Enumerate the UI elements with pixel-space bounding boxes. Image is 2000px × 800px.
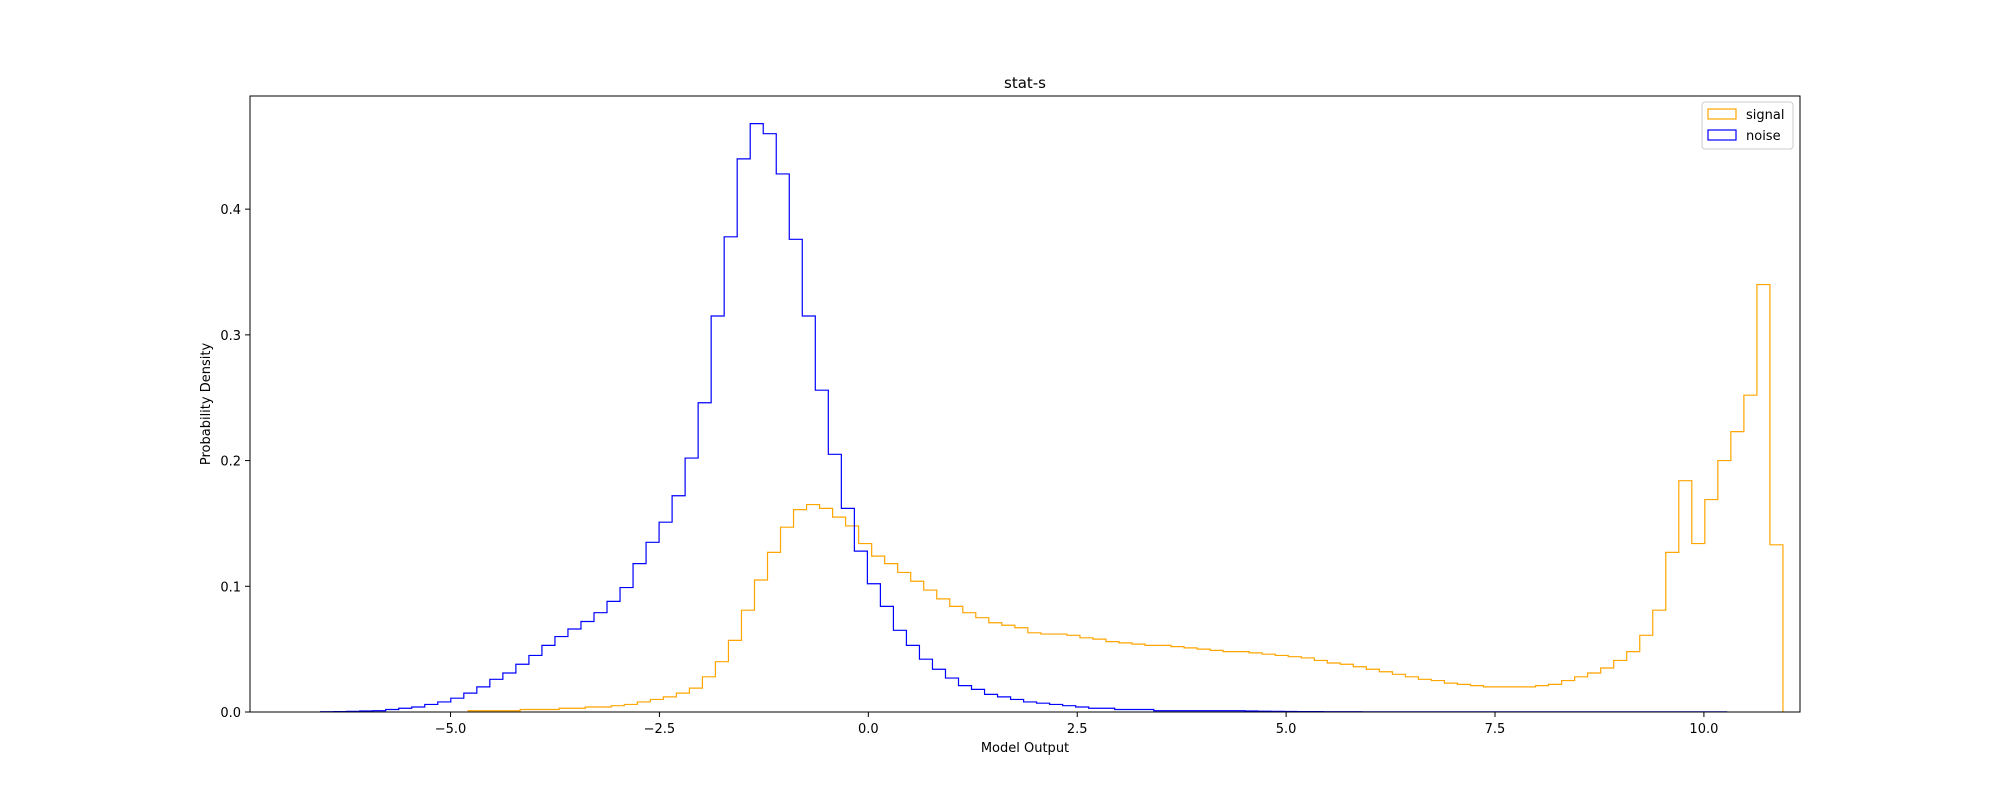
histogram-step-signal <box>467 283 1784 712</box>
legend-swatch-signal <box>1707 108 1737 120</box>
y-tick-label: 0.2 <box>220 455 241 470</box>
y-tick-label: 0.0 <box>220 706 241 721</box>
plot-frame <box>249 95 1801 713</box>
x-tick-label: −2.5 <box>644 722 676 737</box>
legend-box <box>1701 101 1794 150</box>
x-axis-label: Model Output <box>981 741 1069 756</box>
y-tick-label: 0.4 <box>220 203 241 218</box>
x-tick-label: 0.0 <box>858 722 879 737</box>
y-tick-label: 0.1 <box>220 580 241 595</box>
chart-title: stat-s <box>1004 74 1046 92</box>
x-tick-label: 5.0 <box>1276 722 1297 737</box>
y-axis-label: Probability Density <box>199 343 214 466</box>
x-tick-label: −5.0 <box>435 722 467 737</box>
x-tick-label: 10.0 <box>1689 722 1718 737</box>
series-signal <box>467 283 1784 712</box>
x-tick-label: 7.5 <box>1485 722 1506 737</box>
x-tick-label: 2.5 <box>1067 722 1088 737</box>
legend: signal noise <box>1701 101 1794 150</box>
legend-swatch-noise <box>1707 129 1737 141</box>
y-tick-label: 0.3 <box>220 329 241 344</box>
x-axis-ticks: −5.0 −2.5 0.0 2.5 5.0 7.5 10.0 <box>435 712 1718 737</box>
legend-label-signal: signal <box>1746 108 1784 123</box>
y-axis-ticks: 0.0 0.1 0.2 0.3 0.4 <box>220 203 250 721</box>
legend-label-noise: noise <box>1746 129 1781 144</box>
